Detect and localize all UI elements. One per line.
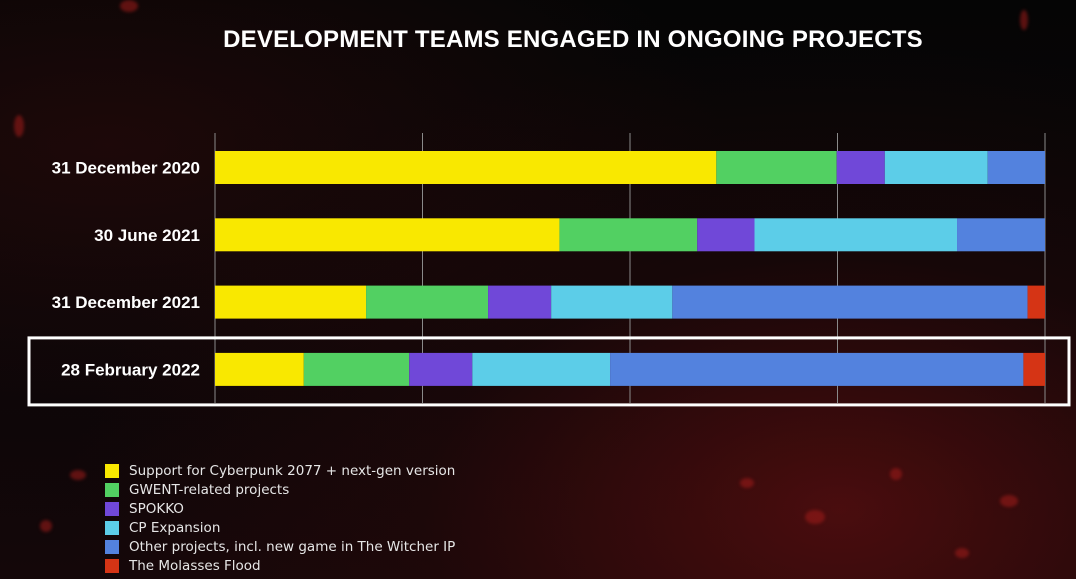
ember-decoration (1020, 10, 1028, 30)
bar-segment (884, 151, 988, 184)
category-label: 28 February 2022 (61, 360, 200, 379)
category-labels: 31 December 2020 30 June 2021 31 December … (52, 159, 200, 380)
ember-decoration (1000, 495, 1018, 507)
bar-segment (303, 352, 410, 386)
bar-segment (836, 151, 885, 184)
legend-swatch (105, 501, 119, 516)
ember-decoration (120, 0, 138, 12)
legend: Support for Cyberpunk 2077 + next-gen ve… (105, 461, 455, 575)
legend-item: GWENT-related projects (105, 480, 455, 499)
legend-label: GWENT-related projects (129, 481, 290, 498)
bar-segment (987, 151, 1045, 184)
bar-segment (697, 218, 755, 252)
legend-swatch (105, 539, 119, 554)
legend-label: SPOKKO (129, 500, 184, 517)
ember-decoration (14, 115, 24, 137)
bar-segment (472, 352, 611, 386)
ember-decoration (740, 478, 754, 488)
legend-item: The Molasses Flood (105, 556, 455, 575)
chart-title: DEVELOPMENT TEAMS ENGAGED IN ONGOING PRO… (223, 26, 923, 53)
category-label: 31 December 2021 (52, 293, 200, 312)
ember-decoration (805, 510, 825, 524)
bar-segment (1027, 285, 1045, 319)
bar-segment (366, 285, 489, 319)
bars (215, 151, 1045, 386)
bar-segment (551, 285, 673, 319)
bar-segment (610, 352, 1024, 386)
legend-label: Other projects, incl. new game in The Wi… (129, 538, 456, 555)
highlight-frame (27, 336, 1071, 407)
category-label: 31 December 2020 (52, 159, 200, 178)
bar-segment (215, 151, 717, 184)
bar-segment (957, 218, 1045, 252)
bar-segment (672, 285, 1028, 319)
ember-decoration (40, 520, 52, 532)
ember-decoration (955, 548, 969, 558)
bar-segment (215, 285, 367, 319)
legend-label: CP Expansion (129, 519, 221, 536)
ember-decoration (70, 470, 86, 480)
legend-item: SPOKKO (105, 499, 455, 518)
bar-segment (488, 285, 552, 319)
legend-label: The Molasses Flood (129, 557, 261, 574)
legend-item: CP Expansion (105, 518, 455, 537)
category-label: 30 June 2021 (94, 226, 200, 245)
ember-decoration (890, 468, 902, 480)
bar-segment (559, 218, 698, 252)
legend-item: Support for Cyberpunk 2077 + next-gen ve… (105, 461, 455, 480)
bar-segment (215, 352, 304, 386)
bar-segment (754, 218, 958, 252)
bar-segment (409, 352, 473, 386)
bar-segment (716, 151, 837, 184)
legend-swatch (105, 463, 119, 478)
legend-label: Support for Cyberpunk 2077 + next-gen ve… (129, 462, 456, 479)
legend-item: Other projects, incl. new game in The Wi… (105, 537, 455, 556)
bar-segment (1023, 352, 1045, 386)
legend-swatch (105, 482, 119, 497)
bar-segment (215, 218, 560, 252)
legend-swatch (105, 558, 119, 573)
legend-swatch (105, 520, 119, 535)
